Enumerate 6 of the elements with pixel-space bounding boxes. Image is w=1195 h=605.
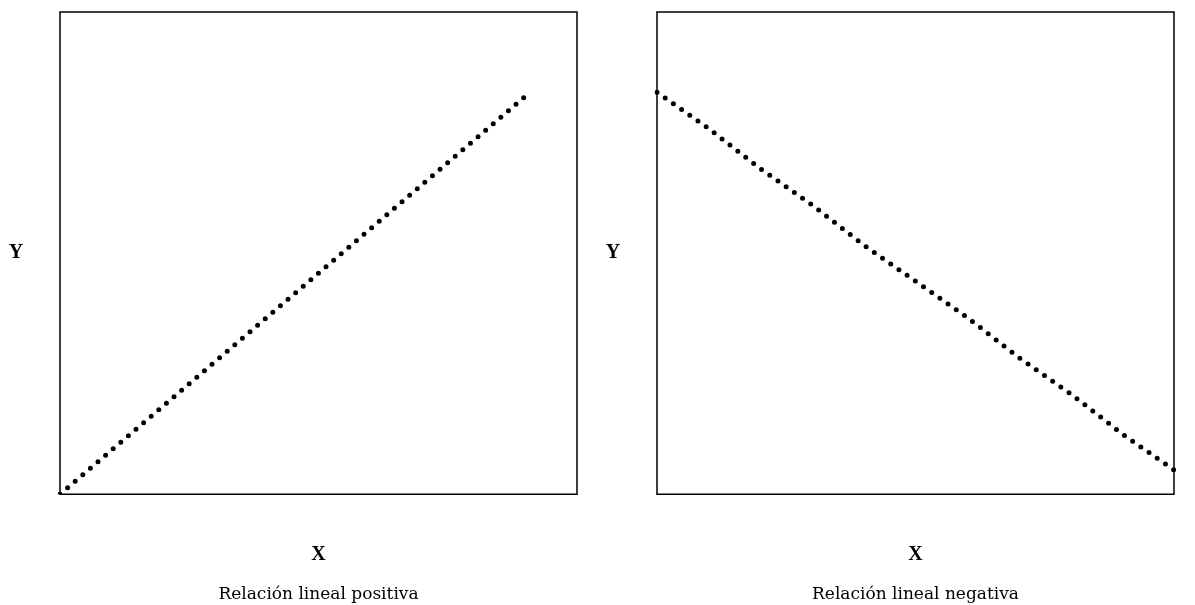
x-axis-title: X	[908, 541, 924, 564]
x-axis-title: X	[311, 541, 327, 564]
text: Relación lineal negativa	[812, 583, 1019, 604]
y-axis-title: Y	[605, 240, 621, 263]
text: Relación lineal positiva	[218, 583, 419, 604]
y-axis-title: Y	[8, 240, 24, 263]
